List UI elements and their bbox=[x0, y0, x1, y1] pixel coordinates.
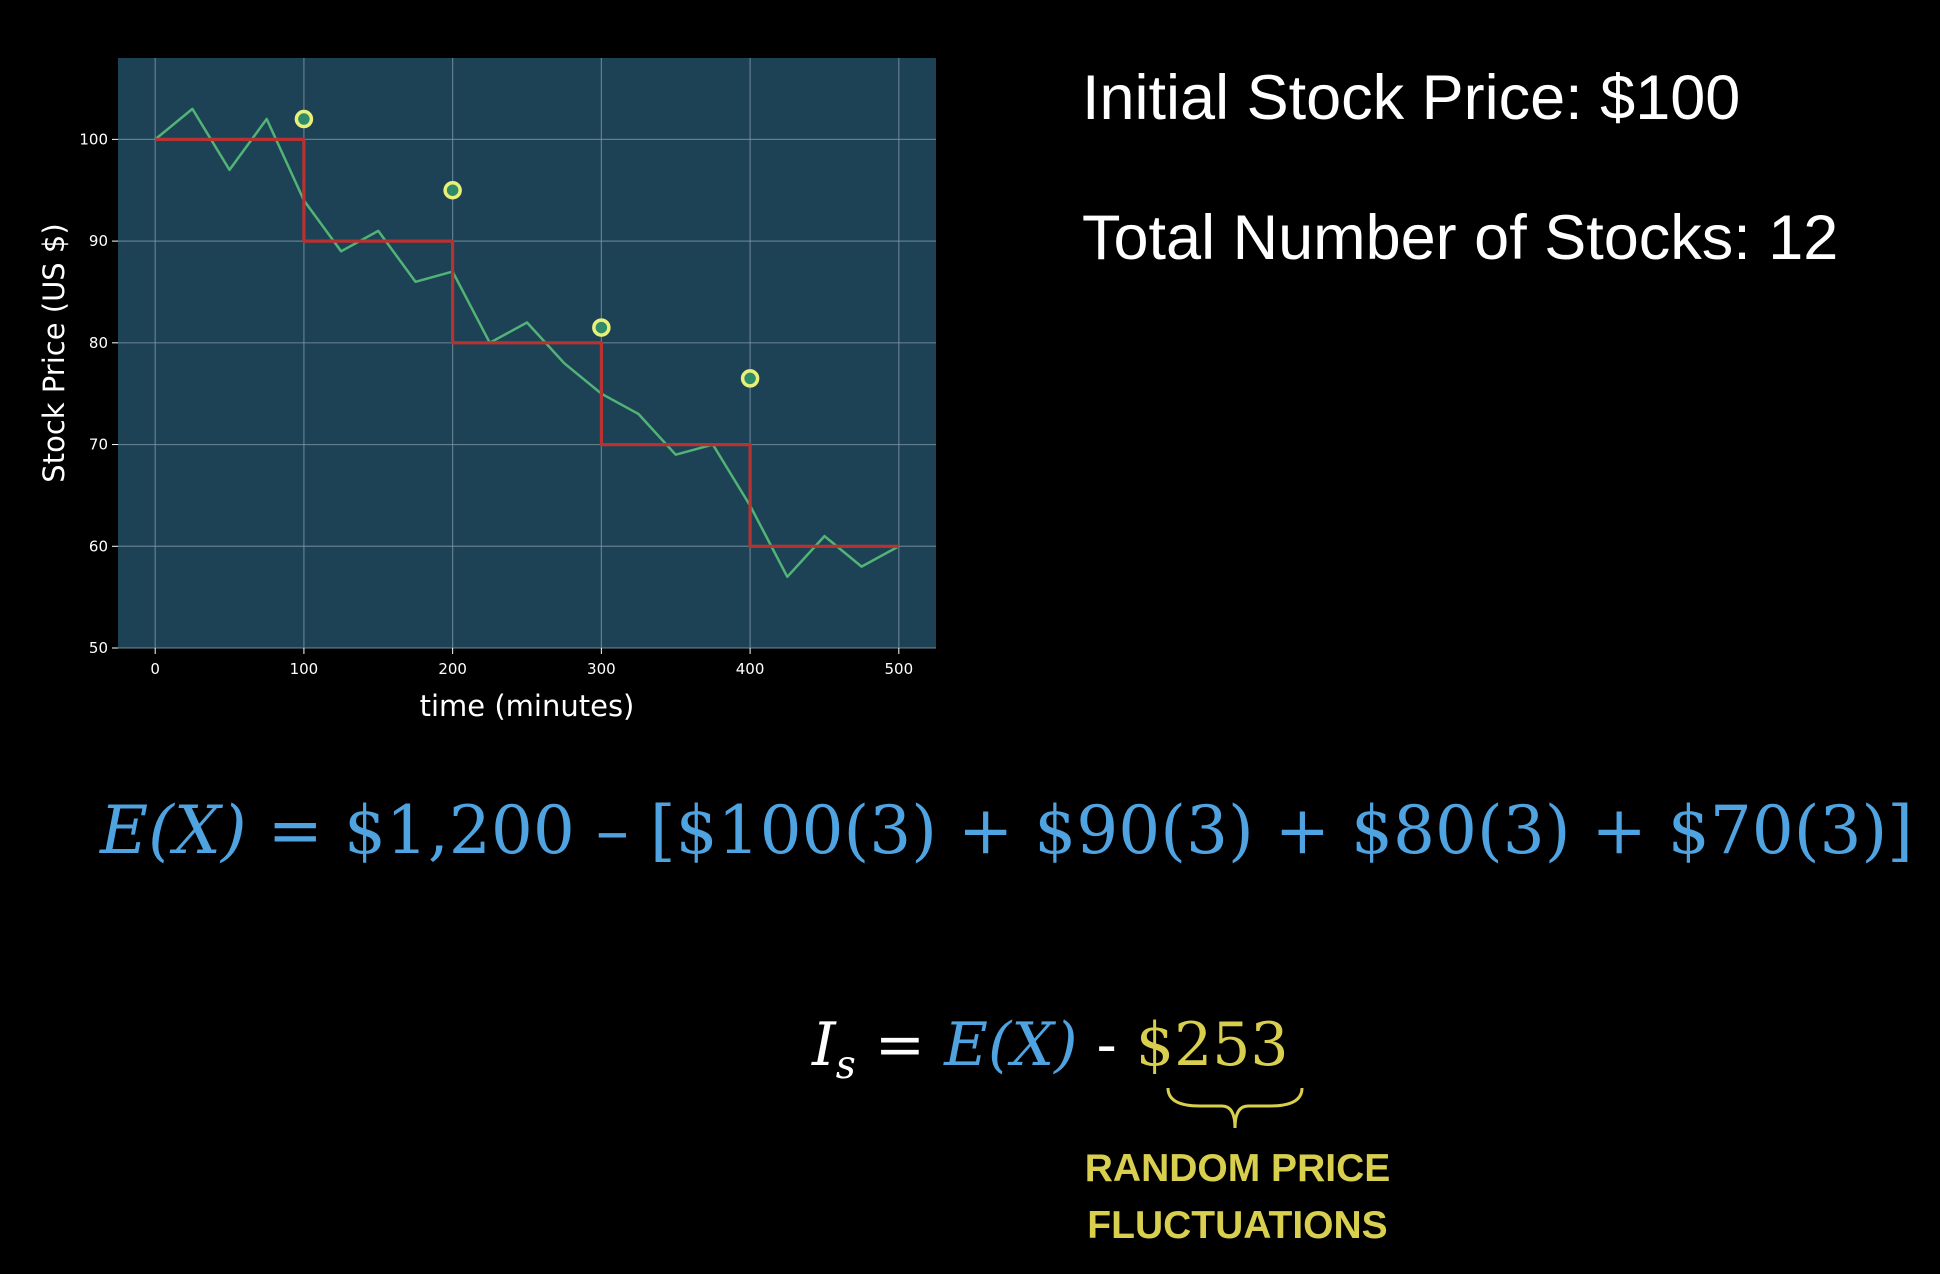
eq1-lhs: E(X) bbox=[100, 792, 247, 869]
eq2-equals: = bbox=[855, 1010, 945, 1080]
y-tick-label: 70 bbox=[89, 436, 108, 454]
price-marker bbox=[443, 180, 462, 200]
stock-price-chart: 0 100 200 300 400 500 50 60 70 80 90 100 time (minut… bbox=[30, 40, 950, 730]
x-tick-label: 100 bbox=[290, 660, 319, 678]
chart-svg: 0 100 200 300 400 500 50 60 70 80 90 100 time (minut… bbox=[37, 58, 936, 723]
x-axis-label: time (minutes) bbox=[420, 689, 635, 723]
y-tick-label: 80 bbox=[89, 334, 108, 352]
eq2-ex: E(X) bbox=[944, 1010, 1078, 1080]
y-tick-label: 100 bbox=[79, 130, 108, 148]
underbrace-icon bbox=[1166, 1087, 1304, 1129]
random-price-fluctuations-label: RANDOM PRICE FLUCTUATIONS bbox=[1080, 1140, 1395, 1254]
x-tick-label: 400 bbox=[736, 660, 765, 678]
implementation-shortfall-equation: Is = E(X) - $253 bbox=[812, 1010, 1289, 1088]
price-marker bbox=[592, 318, 611, 337]
eq2-minus: - bbox=[1077, 1010, 1136, 1080]
y-tick-label: 60 bbox=[89, 537, 108, 555]
x-tick-label: 500 bbox=[884, 660, 913, 678]
price-marker bbox=[294, 109, 314, 129]
y-axis-label: Stock Price (US $) bbox=[37, 223, 71, 482]
step-price-line bbox=[155, 137, 899, 548]
eq1-rhs: $1,200 – [$100(3) + $90(3) + $80(3) + $7… bbox=[343, 792, 1913, 869]
plot-area bbox=[118, 58, 936, 648]
y-tick-label: 90 bbox=[89, 232, 108, 250]
note-line-2: FLUCTUATIONS bbox=[1087, 1204, 1388, 1247]
expected-value-equation: E(X) = $1,200 – [$100(3) + $90(3) + $80(… bbox=[100, 792, 1913, 869]
x-tick-label: 200 bbox=[438, 660, 467, 678]
initial-stock-price-text: Initial Stock Price: $100 bbox=[1082, 63, 1741, 133]
eq2-value: $253 bbox=[1135, 1010, 1289, 1080]
eq2-lhs-base: I bbox=[812, 1010, 836, 1080]
eq2-lhs-sub: s bbox=[835, 1043, 856, 1088]
eq1-equals: = bbox=[246, 792, 344, 869]
price-series-line bbox=[154, 107, 900, 579]
x-tick-label: 300 bbox=[587, 660, 616, 678]
price-marker bbox=[740, 369, 760, 388]
total-stocks-text: Total Number of Stocks: 12 bbox=[1082, 203, 1839, 273]
note-line-1: RANDOM PRICE bbox=[1084, 1147, 1391, 1190]
y-tick-label: 50 bbox=[89, 639, 108, 657]
eq2-lhs: Is bbox=[812, 1010, 856, 1088]
x-tick-label: 0 bbox=[150, 660, 160, 678]
